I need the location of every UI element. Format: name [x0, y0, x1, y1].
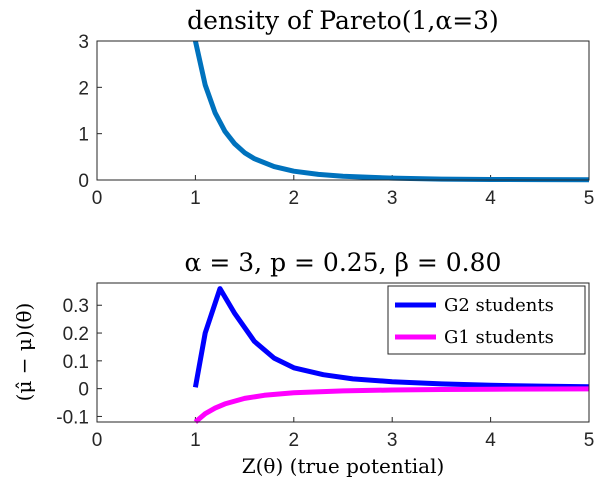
- top-ytick-label: 0: [78, 171, 89, 192]
- top-xtick-label: 1: [190, 188, 201, 209]
- x-axis-label: Z(θ) (true potential): [242, 454, 445, 478]
- top-xtick-label: 5: [584, 188, 595, 209]
- bottom-ytick-label: 0.1: [63, 352, 89, 373]
- top-ytick-label: 1: [78, 125, 89, 146]
- bottom-xtick-label: 2: [289, 430, 300, 451]
- bottom-ytick-label: 0: [78, 380, 89, 401]
- top-chart-frame: [96, 40, 590, 181]
- bottom-chart-frame: [96, 282, 590, 423]
- bottom-xtick-label: 3: [387, 430, 398, 451]
- bottom-chart-title: α = 3, p = 0.25, β = 0.80: [185, 248, 502, 277]
- bottom-chart-ticks: 0 1 2 3 4 5-0.100.10.20.3: [56, 296, 594, 451]
- bottom-chart: α = 3, p = 0.25, β = 0.80 0 1 2 3 4 5-0.100.1…: [12, 248, 594, 478]
- y-axis-label: (μ̂ − μ)(θ): [12, 303, 36, 402]
- bottom-xtick-label: 4: [485, 430, 496, 451]
- top-xtick-label: 4: [485, 188, 496, 209]
- legend-label-g1: G1 students: [444, 327, 554, 348]
- top-xtick-label: 2: [289, 188, 300, 209]
- top-chart: density of Pareto(1,α=3) 0 1 2 3 4 5 0 1 2 3: [78, 6, 594, 209]
- top-xtick-label: 0: [92, 188, 103, 209]
- top-ytick-label: 3: [78, 32, 89, 53]
- legend-box: [387, 285, 586, 355]
- legend: G2 students G1 students: [387, 285, 586, 355]
- bottom-series-line-1: [193, 386, 590, 424]
- top-ytick-label: 2: [78, 78, 89, 99]
- bottom-chart-series: [192, 286, 590, 424]
- top-chart-title: density of Pareto(1,α=3): [187, 6, 499, 35]
- top-xtick-label: 3: [387, 188, 398, 209]
- bottom-ytick-label: -0.1: [56, 407, 89, 428]
- bottom-xtick-label: 5: [584, 430, 595, 451]
- bottom-xtick-label: 0: [92, 430, 103, 451]
- bottom-ytick-label: 0.3: [63, 296, 89, 317]
- top-series-line-0: [192, 40, 590, 183]
- legend-label-g2: G2 students: [444, 295, 554, 316]
- bottom-series-line-0: [192, 286, 590, 390]
- top-chart-ticks: 0 1 2 3 4 5 0 1 2 3: [78, 32, 594, 209]
- bottom-xtick-label: 1: [190, 430, 201, 451]
- top-chart-series: [192, 40, 590, 183]
- bottom-ytick-label: 0.2: [63, 324, 89, 345]
